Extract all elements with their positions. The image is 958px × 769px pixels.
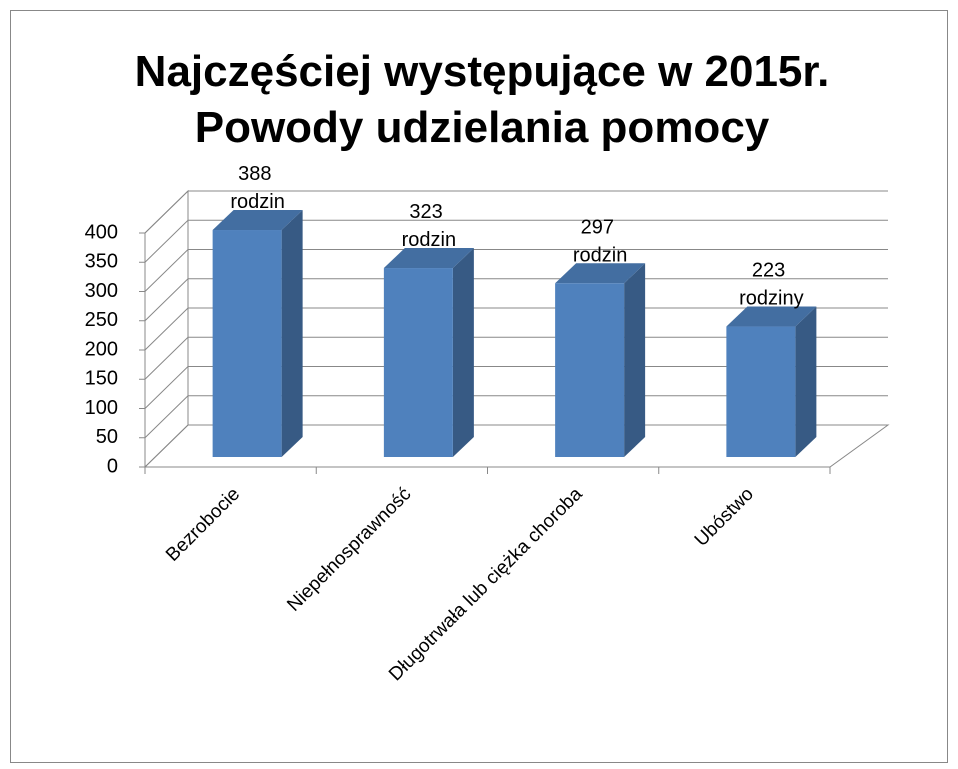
grid-line — [144, 424, 888, 468]
grid-line — [144, 278, 888, 322]
grid-line — [144, 249, 888, 292]
y-tick-label: 300 — [85, 280, 118, 302]
bar-top — [555, 263, 646, 284]
bar-top — [383, 248, 474, 269]
bar — [555, 283, 625, 457]
bar — [383, 268, 453, 457]
bar-side — [452, 248, 474, 457]
grid-line — [144, 219, 888, 263]
y-tick-label: 350 — [85, 251, 118, 273]
y-tick-label: 250 — [85, 309, 118, 331]
y-tick-label: 50 — [96, 426, 118, 448]
chart-title: Najczęściej występujące w 2015r. — [135, 47, 830, 96]
data-label: 388 rodzin — [230, 163, 284, 213]
grid-line — [144, 190, 888, 234]
bar-side — [624, 263, 646, 457]
grid-line — [144, 366, 888, 409]
bar — [726, 326, 796, 457]
bar-top — [726, 306, 817, 327]
bar-side — [281, 210, 303, 457]
grid-line — [144, 395, 888, 439]
y-tick-label: 100 — [85, 397, 118, 419]
bar-top — [212, 210, 303, 231]
bar-side — [795, 306, 817, 457]
grid-line — [144, 336, 888, 380]
data-label: 223 rodziny — [739, 260, 803, 310]
chart-title: Powody udzielania pomocy — [195, 103, 770, 152]
data-label: 297 rodzin — [573, 216, 627, 266]
y-tick-label: 400 — [85, 221, 118, 243]
y-tick-label: 150 — [85, 368, 118, 390]
grid-line — [144, 307, 888, 351]
bar — [212, 230, 282, 457]
y-tick-label: 0 — [107, 455, 118, 477]
y-tick-label: 200 — [85, 338, 118, 360]
data-label: 323 rodzin — [402, 201, 456, 251]
